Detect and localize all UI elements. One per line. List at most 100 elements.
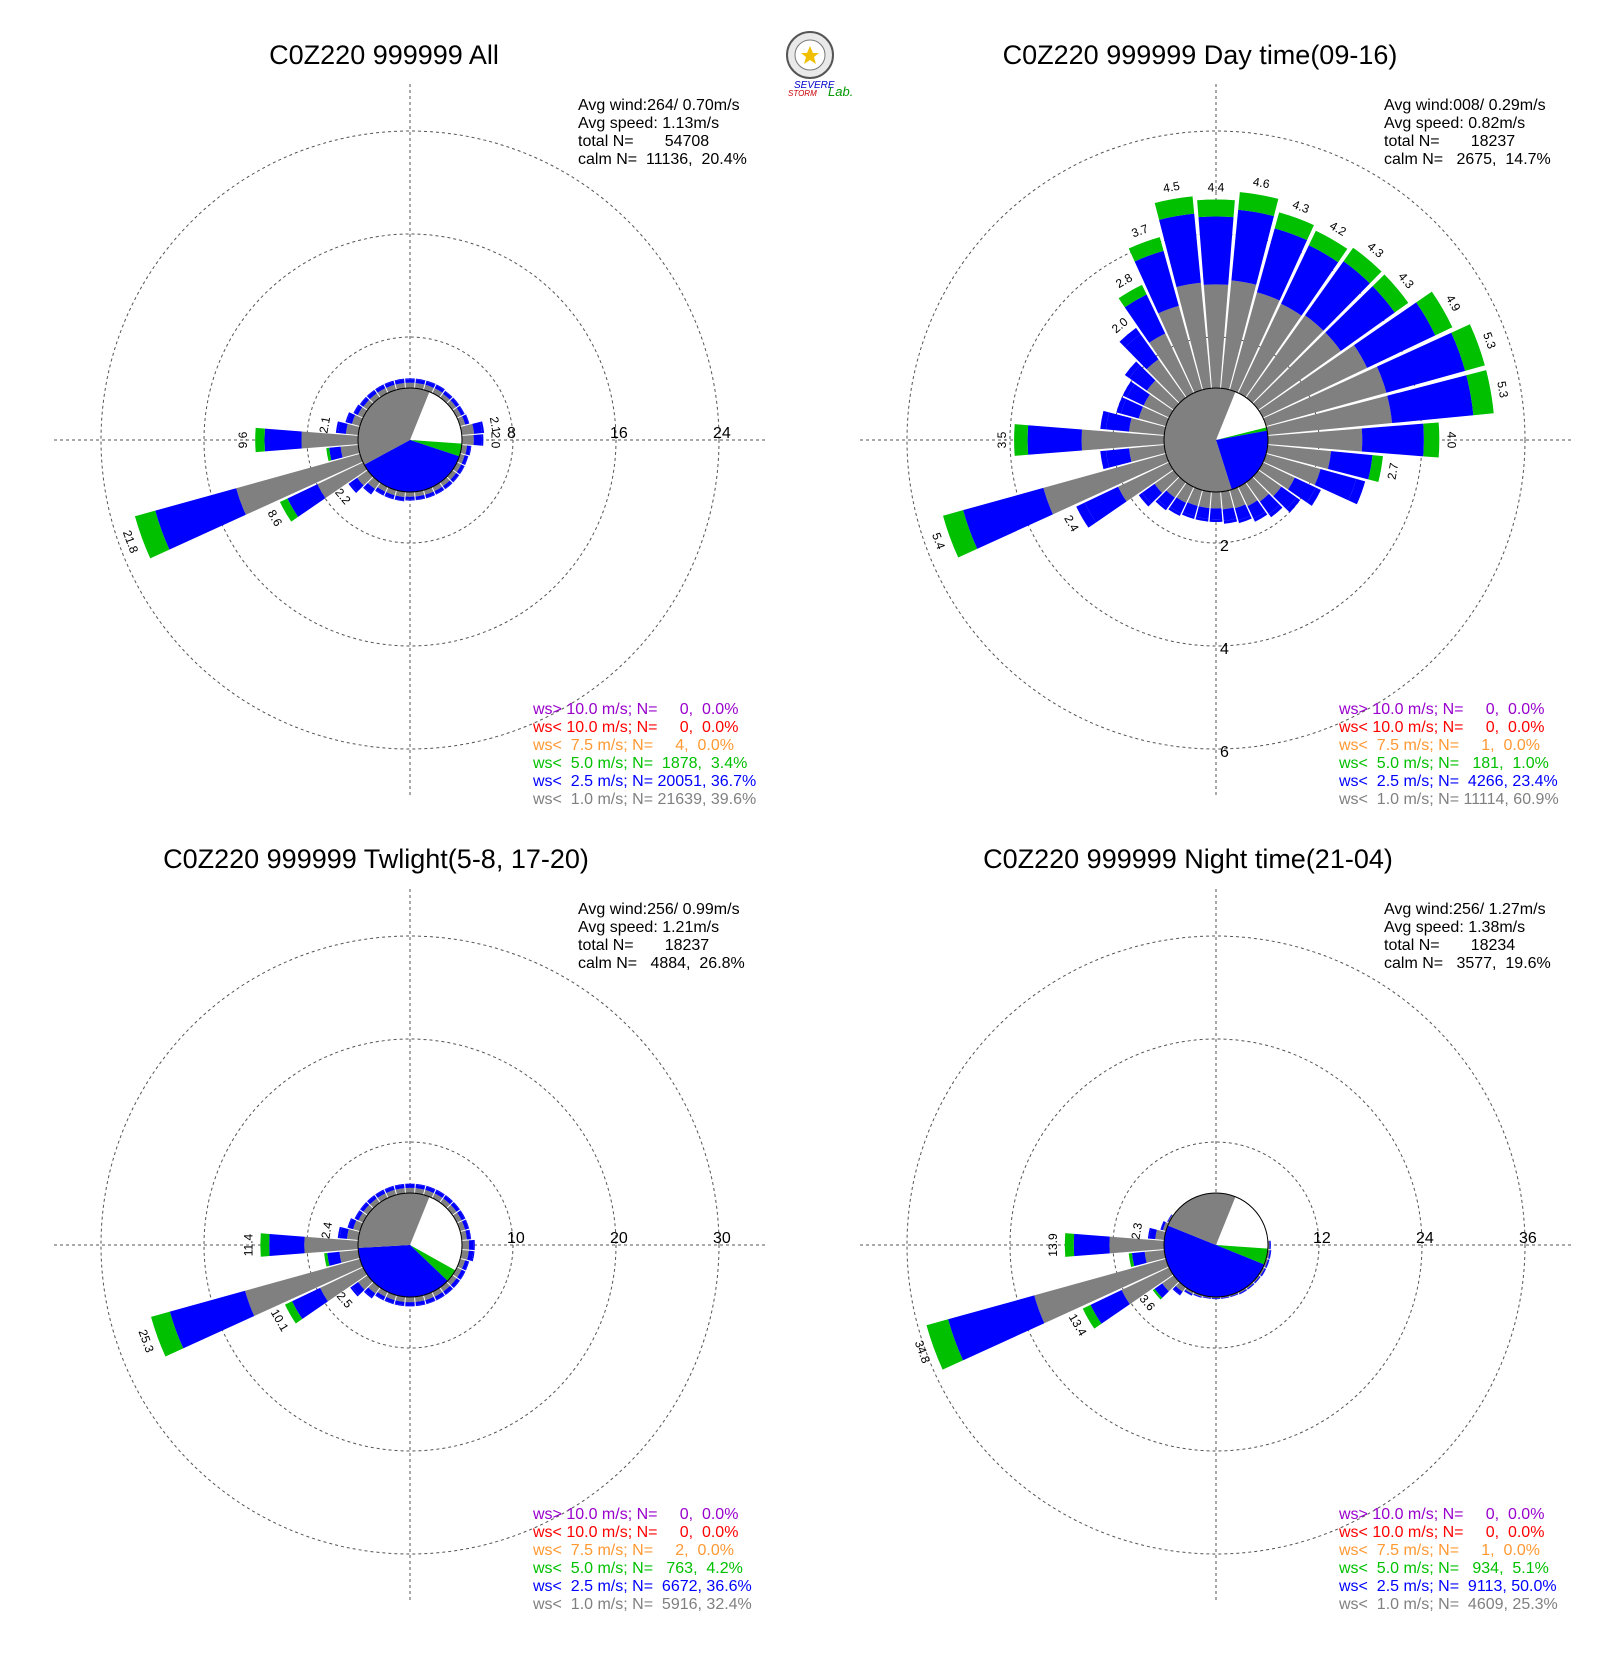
bar-segment-lt2_5 [1254,1276,1261,1284]
direction-bar [1263,324,1485,427]
direction-bar [1229,487,1252,524]
legend: ws> 10.0 m/s; N= 0, 0.0% ws< 10.0 m/s; N… [1338,701,1559,808]
direction-bar [1128,1249,1166,1267]
bar-segment-lt5 [926,1319,963,1370]
direction-bar [345,412,363,427]
legend-item: ws< 2.5 m/s; N= 9113, 50.0% [1338,1578,1557,1595]
radial-tick-label: 16 [610,425,628,442]
legend-item: ws> 10.0 m/s; N= 0, 0.0% [532,1506,738,1523]
bar-segment-lt2_5 [1157,490,1175,508]
direction-bar [353,404,368,418]
direction-bar [284,1267,368,1324]
bar-segment-lt2_5 [394,1300,405,1306]
avg-wind: Avg wind:256/ 0.99m/s [578,901,740,918]
bar-segment-lt2_5 [1076,502,1097,528]
direction-bar [440,390,453,403]
radial-tick-label: 4 [1220,641,1229,658]
bar-segment-lt2_5 [415,378,426,382]
bar-segment-lt1 [432,482,443,492]
direction-bar [1124,361,1179,410]
grid-ring [100,130,720,750]
direction-bar [359,1201,373,1215]
bar-segment-lt2_5 [1287,477,1316,503]
bar-segment-lt5 [1466,370,1494,416]
bar-segment-lt2_5 [426,1300,436,1305]
calm-pie-slice-gray [358,1193,430,1248]
bar-segment-lt1 [447,400,457,410]
bar-segment-lt1 [363,399,373,410]
bar-segment-lt2_5 [1134,250,1179,314]
bar-segment-lt2_5 [339,1227,349,1239]
bar-segment-lt2_5 [366,389,375,397]
bar-segment-lt2_5 [375,384,384,390]
direction-bar [423,380,436,393]
bar-segment-lt2_5 [1238,515,1252,524]
calm-pie [1163,387,1269,493]
calm-pie-slice-green [410,440,462,457]
direction-bar [1266,444,1383,482]
bar-segment-lt2_5 [345,412,351,423]
bar-segment-lt1 [1253,1275,1260,1283]
radial-tick-label: 6 [1220,744,1229,761]
logo-text-a: SEVERE [794,80,835,91]
bar-segment-lt1 [1266,444,1332,469]
calm-pie-slice-white [410,1196,462,1271]
bar-segment-lt2_5 [394,1183,405,1187]
calm-pie-slice-blue [1216,430,1269,490]
bar-segment-lt2_5 [415,1184,426,1190]
bar-segment-lt2_5 [425,491,435,498]
direction-bar [460,1229,472,1241]
bar-segment-lt2_5 [348,482,358,493]
bar-segment-lt1 [457,416,466,427]
direction-bar [335,421,360,436]
legend-item: ws< 1.0 m/s; N= 11114, 60.9% [1338,791,1559,808]
bar-segment-lt2_5 [450,398,459,408]
bar-segment-lt2_5 [360,397,370,407]
direction-bar [457,1219,470,1232]
bar-segment-lt2_5 [457,1210,465,1221]
radial-tick-label: 12 [1313,1230,1331,1247]
bar-segment-lt2_5 [468,445,472,456]
bar-segment-lt2_5 [426,380,436,385]
bar-segment-lt2_5 [435,489,445,495]
grid-ring [906,935,1526,1555]
bar-segment-lt1 [236,453,363,515]
bar-segment-lt2_5 [425,1297,436,1304]
bar-segment-lt5 [1274,212,1314,241]
direction-bar [363,1282,380,1299]
bar-segment-lt2_5 [375,1294,384,1301]
bar-segment-lt1 [460,1249,469,1260]
bar-value-label: 9.6 [236,431,250,448]
bar-segment-lt2_5 [1193,1294,1202,1298]
bar-segment-lt5 [260,1233,270,1257]
bar-segment-lt2_5 [329,446,343,461]
bar-segment-lt1 [405,382,415,389]
bar-segment-lt1 [1129,444,1166,462]
panel-all: 8 16 242.12.02.28.621.89.62.1 C0Z220 99999… [54,40,766,808]
grid-ring [203,233,617,647]
bar-segment-lt5 [1416,291,1453,336]
bar-segment-lt2_5 [1184,1291,1192,1296]
bar-segment-lt2_5 [1027,425,1082,455]
bar-segment-lt1 [423,1292,434,1301]
bar-segment-lt2_5 [337,421,348,434]
bar-segment-lt1 [1146,380,1179,410]
bar-segment-lt1 [345,423,360,436]
direction-bar [1168,482,1194,516]
wind-rose: 12 24 363.613.434.813.92.3 [860,889,1572,1601]
calm-count: calm N= 11136, 20.4% [578,151,747,168]
direction-bar [1172,1282,1186,1296]
bar-segment-lt2_5 [1159,213,1201,288]
legend-item: ws> 10.0 m/s; N= 0, 0.0% [532,701,738,718]
bar-segment-lt1 [1263,1258,1269,1268]
direction-bar [414,378,426,390]
direction-bar [432,1287,445,1301]
bar-segment-lt1 [440,477,450,487]
avg-wind: Avg wind:256/ 1.27m/s [1384,901,1546,918]
bar-segment-lt2_5 [169,1290,255,1349]
bar-segment-lt2_5 [464,455,469,466]
bar-segment-lt1 [1253,332,1341,410]
bar-segment-lt5 [279,498,299,522]
bar-segment-lt2_5 [1325,286,1395,351]
